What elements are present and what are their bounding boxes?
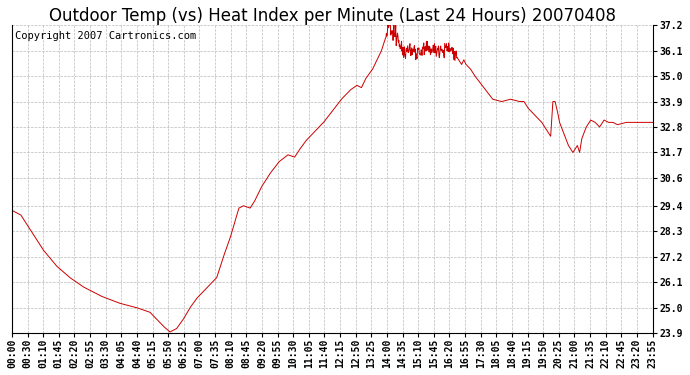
Title: Outdoor Temp (vs) Heat Index per Minute (Last 24 Hours) 20070408: Outdoor Temp (vs) Heat Index per Minute … [49,7,615,25]
Text: Copyright 2007 Cartronics.com: Copyright 2007 Cartronics.com [15,31,197,41]
